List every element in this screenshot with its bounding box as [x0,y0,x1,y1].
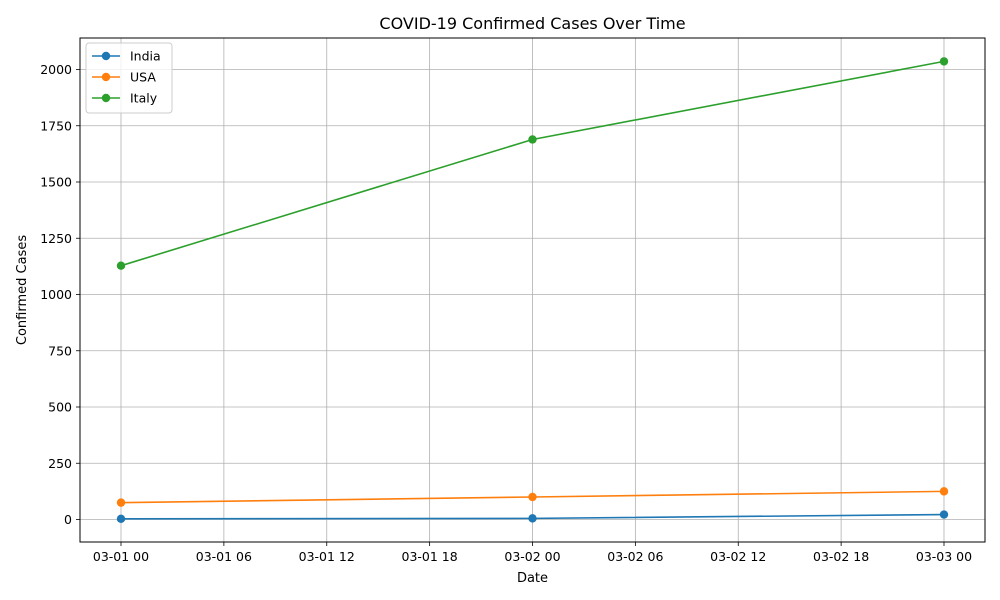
data-point-usa [939,487,949,496]
y-axis-label: Confirmed Cases [15,235,30,345]
data-point-italy [116,261,126,270]
legend-marker-india [101,51,111,61]
x-axis-label: Date [517,571,548,586]
legend-marker-italy [101,93,111,103]
legend: India USA Italy [85,42,173,114]
x-axis-ticks: 03-01 00 03-01 06 03-01 12 03-01 18 03-02 00… [93,542,972,564]
data-point-india [116,514,126,524]
x-tick-label: 03-02 00 [504,549,560,564]
legend-label-india: India [130,49,161,64]
x-tick-label: 03-01 18 [402,549,458,564]
y-tick-label: 1250 [40,231,72,246]
x-tick-label: 03-01 06 [196,549,252,564]
data-point-india [528,514,537,523]
x-tick-label: 03-01 00 [93,549,149,564]
y-tick-label: 250 [48,456,72,471]
y-tick-label: 750 [48,343,72,358]
series-lines [116,57,949,524]
legend-label-usa: USA [130,70,156,85]
x-tick-label: 03-02 06 [607,549,663,564]
data-point-usa [528,492,537,502]
legend-label-italy: Italy [130,91,158,106]
chart-title: COVID-19 Confirmed Cases Over Time [379,14,685,33]
y-tick-label: 500 [48,400,72,415]
y-tick-label: 1500 [40,175,72,190]
legend-marker-usa [101,72,111,82]
x-tick-label: 03-01 12 [299,549,355,564]
x-tick-label: 03-02 12 [710,549,766,564]
data-point-italy [528,135,537,144]
data-point-usa [116,498,126,507]
data-point-india [939,510,949,519]
y-tick-label: 1750 [40,118,72,133]
x-tick-label: 03-03 00 [916,549,972,564]
y-tick-label: 1000 [40,287,72,302]
grid-lines [80,38,985,542]
y-axis-ticks: 0 250 500 750 1000 1250 1500 1750 2000 [40,62,80,527]
y-tick-label: 2000 [40,62,72,77]
y-tick-label: 0 [64,512,72,527]
x-tick-label: 03-02 18 [813,549,869,564]
data-point-italy [939,57,949,66]
